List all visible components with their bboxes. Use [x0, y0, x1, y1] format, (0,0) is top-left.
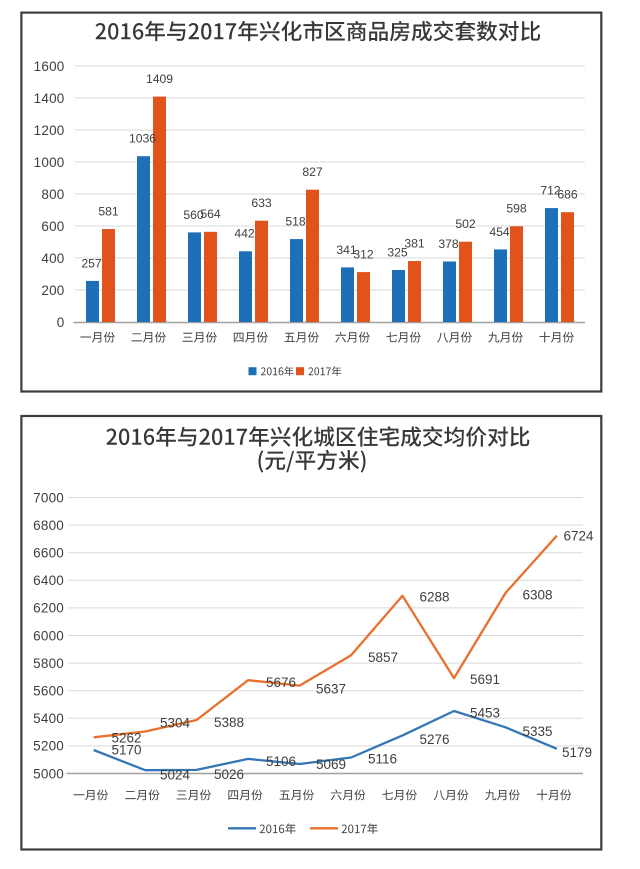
svg-text:5276: 5276 — [420, 732, 450, 747]
svg-text:5170: 5170 — [112, 742, 142, 757]
svg-text:1409: 1409 — [146, 72, 173, 86]
svg-text:5637: 5637 — [316, 681, 346, 696]
svg-text:5600: 5600 — [33, 684, 64, 699]
svg-text:712: 712 — [540, 184, 561, 198]
svg-text:5000: 5000 — [33, 766, 64, 781]
svg-text:633: 633 — [251, 196, 272, 210]
svg-text:5453: 5453 — [470, 705, 500, 720]
svg-text:7000: 7000 — [33, 490, 64, 505]
svg-text:6200: 6200 — [33, 601, 64, 616]
svg-text:5400: 5400 — [33, 711, 64, 726]
svg-text:1000: 1000 — [34, 155, 65, 170]
svg-text:6600: 6600 — [33, 546, 64, 561]
svg-text:6308: 6308 — [523, 587, 553, 602]
svg-text:5106: 5106 — [266, 754, 296, 769]
svg-text:600: 600 — [41, 219, 64, 234]
svg-text:378: 378 — [438, 237, 459, 251]
svg-text:5200: 5200 — [33, 739, 64, 754]
svg-text:200: 200 — [41, 283, 64, 298]
svg-text:1400: 1400 — [34, 91, 65, 106]
svg-text:6724: 6724 — [564, 528, 595, 543]
svg-text:0: 0 — [57, 315, 65, 330]
svg-text:381: 381 — [404, 236, 425, 250]
svg-text:827: 827 — [302, 165, 323, 179]
svg-text:5304: 5304 — [160, 715, 191, 730]
svg-text:5026: 5026 — [214, 767, 244, 782]
svg-text:502: 502 — [455, 217, 476, 231]
svg-text:598: 598 — [506, 202, 527, 216]
svg-text:6288: 6288 — [420, 589, 450, 604]
svg-text:312: 312 — [353, 248, 374, 262]
svg-text:341: 341 — [336, 243, 357, 257]
svg-text:5262: 5262 — [112, 730, 142, 745]
svg-text:5179: 5179 — [562, 745, 592, 760]
svg-text:454: 454 — [489, 225, 510, 239]
svg-text:257: 257 — [81, 256, 102, 270]
svg-text:6400: 6400 — [33, 573, 64, 588]
svg-text:1036: 1036 — [129, 132, 156, 146]
svg-text:560: 560 — [183, 208, 204, 222]
svg-text:581: 581 — [98, 204, 119, 218]
svg-text:5691: 5691 — [470, 672, 500, 687]
svg-text:1200: 1200 — [34, 123, 65, 138]
svg-text:686: 686 — [557, 188, 578, 202]
svg-text:518: 518 — [285, 215, 306, 229]
svg-text:5800: 5800 — [33, 656, 64, 671]
svg-text:5857: 5857 — [368, 650, 398, 665]
svg-text:1600: 1600 — [34, 59, 65, 74]
svg-text:5069: 5069 — [316, 757, 346, 772]
svg-text:5335: 5335 — [523, 724, 553, 739]
svg-text:6000: 6000 — [33, 628, 64, 643]
svg-text:5676: 5676 — [266, 675, 296, 690]
svg-text:5388: 5388 — [214, 715, 244, 730]
svg-text:400: 400 — [41, 251, 64, 266]
svg-text:5024: 5024 — [160, 767, 191, 782]
svg-text:6800: 6800 — [33, 518, 64, 533]
svg-text:800: 800 — [41, 187, 64, 202]
svg-text:325: 325 — [387, 245, 408, 259]
svg-text:5116: 5116 — [368, 751, 397, 766]
svg-text:564: 564 — [200, 207, 221, 221]
svg-text:442: 442 — [234, 227, 255, 241]
